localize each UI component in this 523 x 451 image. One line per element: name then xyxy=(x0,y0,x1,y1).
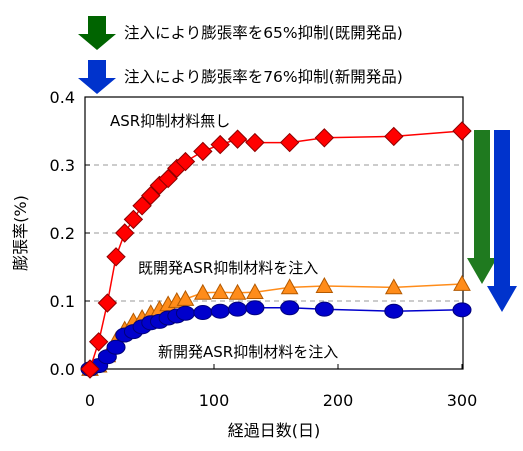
blue-down-arrow-icon xyxy=(78,60,116,94)
legend-green-row: 注入により膨張率を65%抑制(既開発品) xyxy=(78,16,403,50)
data-point-diamond xyxy=(384,126,404,147)
series-label-no-material: ASR抑制材料無し xyxy=(110,112,230,130)
legend-blue-row: 注入により膨張率を76%抑制(新開発品) xyxy=(78,60,403,94)
data-point-circle xyxy=(210,303,230,319)
data-point-diamond xyxy=(175,151,196,172)
grid-lines xyxy=(85,164,463,302)
series-label-new: 新開発ASR抑制材料を注入 xyxy=(158,343,338,361)
data-point-circle xyxy=(193,305,213,321)
data-point-diamond xyxy=(97,293,118,313)
data-point-diamond xyxy=(279,132,300,153)
green-reduction-arrow-icon xyxy=(467,130,497,284)
y-tick-label: 0.0 xyxy=(50,360,75,379)
data-point-circle xyxy=(245,300,265,316)
data-point-diamond xyxy=(106,247,126,267)
x-axis-label: 経過日数(日) xyxy=(228,421,321,440)
axis-ticks: 0.0 0.1 0.2 0.3 0.4 0 100 200 300 xyxy=(50,88,478,410)
data-point-diamond xyxy=(227,129,248,149)
y-tick-label: 0.1 xyxy=(50,292,75,311)
data-point-diamond xyxy=(314,128,335,148)
data-point-circle xyxy=(106,339,126,355)
green-down-arrow-icon xyxy=(78,16,116,50)
data-point-triangle xyxy=(211,283,230,300)
data-point-diamond xyxy=(132,196,152,216)
right-arrows xyxy=(467,130,517,312)
data-point-triangle xyxy=(246,283,264,300)
data-point-triangle xyxy=(193,283,212,300)
legend-green-text: 注入により膨張率を65%抑制(既開発品) xyxy=(124,24,403,42)
data-point-diamond xyxy=(141,185,161,206)
data-point-diamond xyxy=(210,134,230,155)
data-point-circle xyxy=(314,301,334,317)
data-point-diamond xyxy=(158,168,178,189)
data-point-triangle xyxy=(384,278,403,295)
x-tick-label: 300 xyxy=(447,391,478,410)
x-tick-label: 200 xyxy=(323,391,354,410)
y-axis-label: 膨張率(%) xyxy=(11,195,30,271)
data-point-diamond xyxy=(115,223,135,243)
data-point-circle xyxy=(384,303,404,319)
series-label-existing: 既開発ASR抑制材料を注入 xyxy=(138,259,318,277)
data-point-circle xyxy=(228,301,248,317)
x-tick-label: 0 xyxy=(85,391,95,410)
y-tick-label: 0.3 xyxy=(50,156,75,175)
x-tick-label: 100 xyxy=(199,391,230,410)
legend-blue-text: 注入により膨張率を76%抑制(新開発品) xyxy=(124,68,403,86)
data-point-triangle xyxy=(280,278,299,295)
data-point-circle xyxy=(280,300,300,316)
data-point-diamond xyxy=(193,141,213,162)
data-point-triangle xyxy=(228,283,247,300)
data-point-diamond xyxy=(80,359,100,379)
data-point-triangle xyxy=(453,274,471,291)
data-series xyxy=(80,121,472,379)
data-point-diamond xyxy=(245,132,265,153)
series-diamond xyxy=(80,121,472,379)
data-point-triangle xyxy=(315,277,334,293)
data-point-circle xyxy=(175,305,195,321)
data-point-circle xyxy=(452,302,472,318)
data-point-diamond xyxy=(123,209,144,230)
data-point-diamond xyxy=(452,121,472,141)
y-tick-label: 0.4 xyxy=(50,88,75,107)
y-tick-label: 0.2 xyxy=(50,224,75,243)
data-point-triangle xyxy=(176,289,195,306)
blue-reduction-arrow-icon xyxy=(487,130,517,312)
data-point-diamond xyxy=(88,332,109,352)
